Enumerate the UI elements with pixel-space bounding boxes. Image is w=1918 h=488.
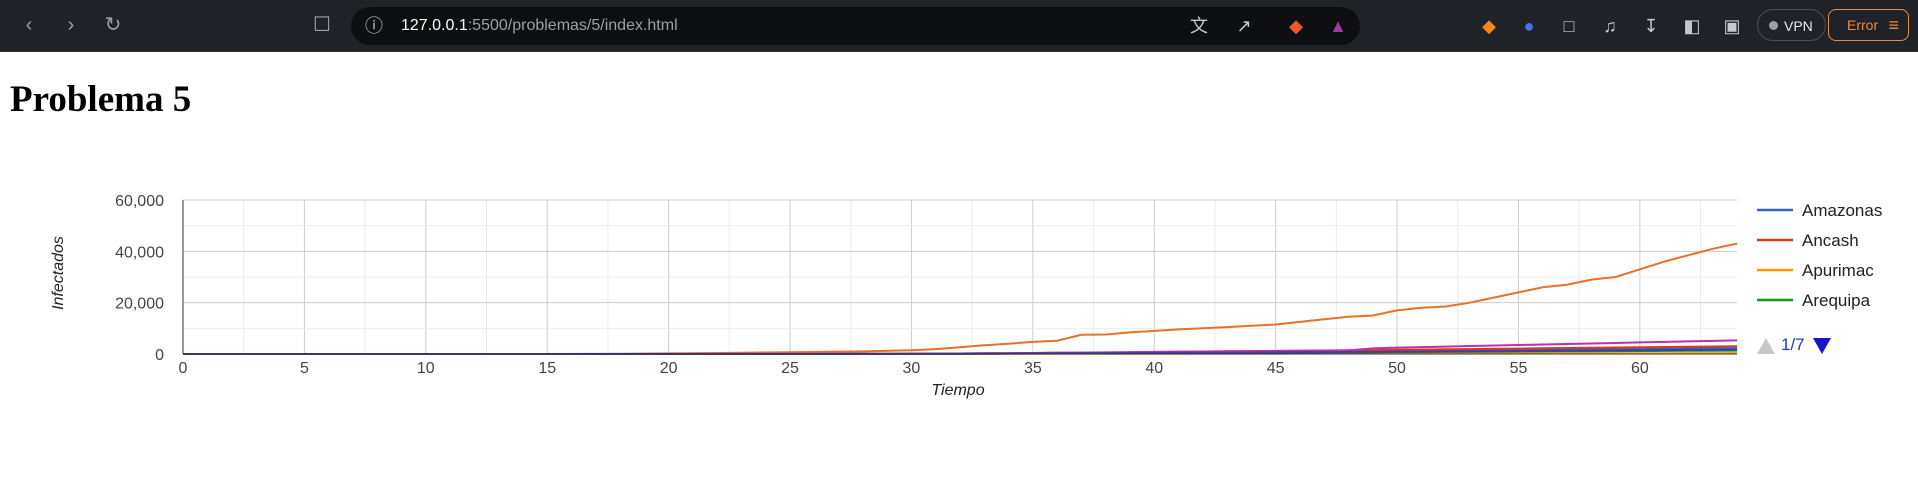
y-tick-label: 60,000 [115, 193, 164, 210]
site-info-icon[interactable]: ⓘ [365, 16, 383, 36]
chart-grid [182, 199, 1737, 355]
url-text[interactable]: 127.0.0.1:5500/problemas/5/index.html [401, 7, 678, 45]
error-label: Error [1847, 17, 1879, 33]
legend-label: Ancash [1802, 231, 1859, 250]
share-icon[interactable]: ↗ [1236, 16, 1252, 36]
sidebar-icon[interactable]: ◧ [1683, 16, 1701, 36]
x-tick-label: 5 [300, 360, 309, 377]
chart-axes: 0 5 10 15 20 25 30 35 40 45 50 55 60 0 20,000 40,000 60,… [50, 193, 1737, 399]
series-line-unlabeled-4 [183, 242, 1738, 355]
x-tick-label: 0 [179, 360, 188, 377]
url-path: :5500/problemas/5/index.html [467, 17, 678, 34]
line-chart: 0 5 10 15 20 25 30 35 40 45 50 55 60 0 20,000 40,000 60,… [50, 193, 1882, 399]
legend-label: Amazonas [1802, 201, 1882, 220]
media-icon[interactable]: ♫ [1603, 16, 1617, 36]
legend-prev-icon[interactable] [1757, 337, 1775, 354]
url-host: 127.0.0.1 [401, 17, 468, 34]
chart-legend: Amazonas Ancash Apurimac Arequipa [1757, 201, 1882, 310]
translate-icon[interactable]: 文 [1190, 16, 1208, 36]
y-tick-label: 0 [155, 347, 164, 364]
back-icon[interactable]: ‹ [25, 14, 33, 36]
address-bar[interactable]: ⓘ 127.0.0.1:5500/problemas/5/index.html … [351, 7, 1360, 45]
page-title: Problema 5 [10, 79, 192, 120]
legend-label: Apurimac [1802, 261, 1874, 280]
x-tick-label: 25 [781, 360, 799, 377]
x-tick-label: 45 [1267, 360, 1285, 377]
x-tick-label: 30 [903, 360, 921, 377]
menu-icon: ≡ [1888, 15, 1899, 35]
reload-icon[interactable]: ↻ [104, 14, 122, 36]
metamask-icon[interactable]: ◆ [1482, 16, 1496, 36]
browser-toolbar: ‹ › ↻ ☐ ⓘ 127.0.0.1:5500/problemas/5/ind… [0, 0, 1918, 52]
x-tick-label: 35 [1024, 360, 1042, 377]
wallet-icon[interactable]: ▣ [1723, 16, 1741, 36]
legend-page-label: 1/7 [1781, 335, 1805, 354]
x-tick-label: 40 [1145, 360, 1163, 377]
error-button[interactable]: Error ≡ [1828, 9, 1909, 41]
download-icon[interactable]: ↧ [1643, 16, 1659, 36]
vpn-button[interactable]: VPN [1757, 9, 1826, 41]
x-axis-title: Tiempo [931, 382, 984, 399]
brave-shield-icon[interactable]: ◆ [1289, 16, 1303, 36]
x-tick-label: 50 [1388, 360, 1406, 377]
y-axis-title: Infectados [50, 236, 67, 310]
x-tick-label: 55 [1510, 360, 1528, 377]
x-tick-label: 20 [660, 360, 678, 377]
brave-rewards-icon[interactable]: ▲ [1329, 16, 1347, 36]
y-tick-label: 40,000 [115, 244, 164, 261]
y-tick-label: 20,000 [115, 296, 164, 313]
x-tick-label: 10 [417, 360, 435, 377]
extension-icon[interactable]: ● [1523, 16, 1535, 36]
bookmark-icon[interactable]: ☐ [313, 14, 331, 36]
forward-icon[interactable]: › [67, 14, 75, 36]
chart-series [183, 242, 1738, 355]
legend-next-icon[interactable] [1812, 337, 1831, 354]
x-tick-label: 15 [538, 360, 556, 377]
x-tick-label: 60 [1631, 360, 1649, 377]
legend-pager: 1/7 [1757, 333, 1831, 357]
legend-label: Arequipa [1802, 291, 1871, 310]
puzzle-icon[interactable]: □ [1563, 16, 1575, 36]
